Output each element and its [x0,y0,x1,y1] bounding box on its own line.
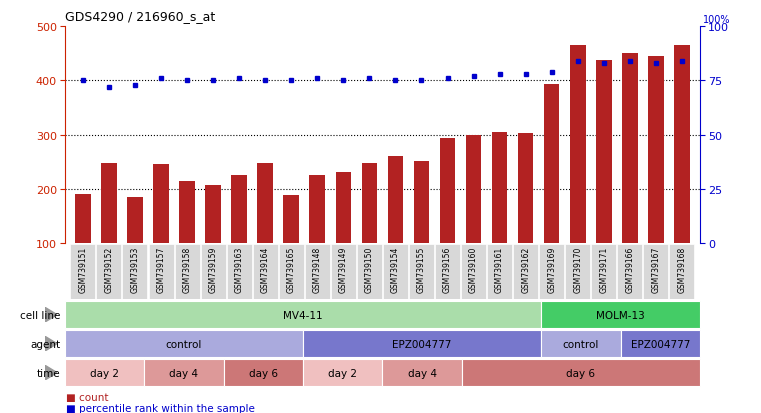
Bar [643,244,668,299]
Bar [540,244,564,299]
Bar [570,46,585,244]
Text: day 4: day 4 [170,368,199,378]
Bar [544,85,559,244]
Text: MV4-11: MV4-11 [283,310,323,320]
Bar [331,244,356,299]
Bar [231,176,247,244]
Text: day 6: day 6 [249,368,278,378]
Bar [97,244,122,299]
Bar [123,244,148,299]
Bar [279,244,304,299]
Bar [180,181,195,244]
Bar [596,60,612,244]
Text: GSM739170: GSM739170 [573,247,582,293]
Text: GDS4290 / 216960_s_at: GDS4290 / 216960_s_at [65,10,215,23]
Text: GSM739164: GSM739164 [261,247,269,293]
Text: agent: agent [30,339,60,349]
Text: 100%: 100% [703,15,731,25]
Bar [336,172,351,244]
Bar [205,185,221,244]
Text: GSM739156: GSM739156 [443,247,452,293]
Text: GSM739159: GSM739159 [209,247,218,293]
Text: ■ percentile rank within the sample: ■ percentile rank within the sample [66,403,255,413]
Bar [387,157,403,244]
Text: GSM739149: GSM739149 [339,247,348,293]
Bar [253,244,278,299]
Text: GSM739162: GSM739162 [521,247,530,292]
Text: day 2: day 2 [328,368,357,378]
Bar [153,165,169,244]
Bar [466,135,482,244]
Bar [440,139,455,244]
Bar [414,161,429,244]
Bar [513,244,538,299]
Bar [487,244,512,299]
Text: GSM739161: GSM739161 [495,247,504,292]
Bar [174,244,199,299]
Bar [565,244,591,299]
Text: control: control [166,339,202,349]
Polygon shape [45,366,57,380]
Text: GSM739157: GSM739157 [157,247,166,293]
Text: GSM739154: GSM739154 [391,247,400,293]
Text: EPZ004777: EPZ004777 [631,339,690,349]
Text: day 4: day 4 [408,368,437,378]
Polygon shape [45,337,57,351]
Text: GSM739166: GSM739166 [626,247,635,293]
Text: time: time [37,368,60,378]
Bar [201,244,225,299]
Text: GSM739160: GSM739160 [469,247,478,293]
Polygon shape [45,308,57,322]
Bar [674,46,689,244]
Text: EPZ004777: EPZ004777 [393,339,452,349]
Text: day 6: day 6 [566,368,595,378]
Text: GSM739148: GSM739148 [313,247,322,292]
Text: GSM739165: GSM739165 [287,247,296,293]
Bar [148,244,174,299]
Text: GSM739152: GSM739152 [104,247,113,292]
Bar [648,57,664,244]
Bar [257,164,273,244]
Bar [227,244,252,299]
Text: GSM739169: GSM739169 [547,247,556,293]
Text: GSM739168: GSM739168 [677,247,686,292]
Bar [409,244,434,299]
Text: ■ count: ■ count [66,392,109,402]
Text: GSM739167: GSM739167 [651,247,661,293]
Text: cell line: cell line [20,310,60,320]
Bar [517,134,533,244]
Text: MOLM-13: MOLM-13 [597,310,645,320]
Bar [310,176,325,244]
Bar [71,244,95,299]
Text: GSM739155: GSM739155 [417,247,426,293]
Bar [591,244,616,299]
Bar [101,164,116,244]
Text: control: control [563,339,599,349]
Bar [435,244,460,299]
Bar [75,195,91,244]
Text: GSM739158: GSM739158 [183,247,192,292]
Bar [383,244,408,299]
Bar [622,54,638,244]
Bar [305,244,330,299]
Bar [461,244,486,299]
Text: day 2: day 2 [90,368,119,378]
Bar [492,133,508,244]
Bar [283,196,299,244]
Bar [357,244,382,299]
Bar [127,197,143,244]
Text: GSM739163: GSM739163 [234,247,244,293]
Bar [617,244,642,299]
Text: GSM739150: GSM739150 [365,247,374,293]
Text: GSM739151: GSM739151 [78,247,88,292]
Bar [670,244,694,299]
Text: GSM739153: GSM739153 [130,247,139,293]
Bar [361,164,377,244]
Text: GSM739171: GSM739171 [599,247,608,292]
